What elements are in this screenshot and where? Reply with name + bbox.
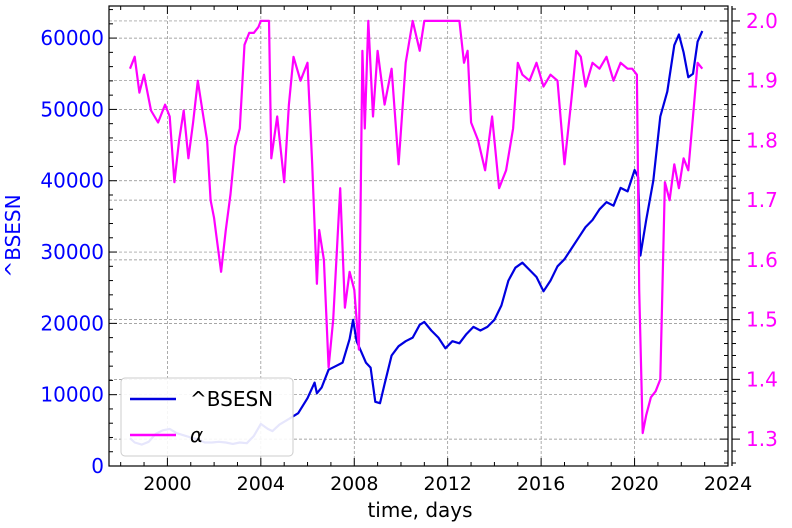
x-tick-label-1: 2004 [237,473,285,495]
yr-tick-label-7: 2.0 [746,9,778,33]
x-tick-label-0: 2000 [143,473,191,495]
yr-tick-label-0: 1.3 [746,427,778,451]
axes: 2000 2004 2008 2012 2016 2020 2024 0 10000 20000 3… [40,6,778,495]
grid [109,6,728,466]
x-tick-label-6: 2024 [704,473,752,495]
legend: ^BSESN α [120,377,294,457]
legend-label-bsesn: ^BSESN [190,387,273,411]
x-axis-label: time, days [367,498,472,522]
yl-tick-label-0: 0 [91,454,104,478]
y-axis-label-left: ^BSESN [1,194,25,277]
yr-tick-label-1: 1.4 [746,367,778,391]
x-tick-label-3: 2012 [424,473,472,495]
x-tick-label-2: 2008 [330,473,378,495]
yr-tick-label-6: 1.9 [746,69,778,93]
yl-tick-label-1: 10000 [40,383,104,407]
yr-tick-label-3: 1.6 [746,248,778,272]
series-line-1 [128,19,704,435]
x-tick-label-4: 2016 [517,473,565,495]
legend-box [120,377,294,457]
x-tick-label-5: 2020 [610,473,658,495]
yr-tick-label-4: 1.7 [746,188,778,212]
yl-tick-label-6: 60000 [40,26,104,50]
yl-tick-label-4: 40000 [40,169,104,193]
yl-tick-label-2: 20000 [40,311,104,335]
yr-tick-label-2: 1.5 [746,308,778,332]
yl-tick-label-5: 50000 [40,97,104,121]
legend-label-alpha: α [190,423,203,447]
yl-tick-label-3: 30000 [40,240,104,264]
yr-tick-label-5: 1.8 [746,128,778,152]
